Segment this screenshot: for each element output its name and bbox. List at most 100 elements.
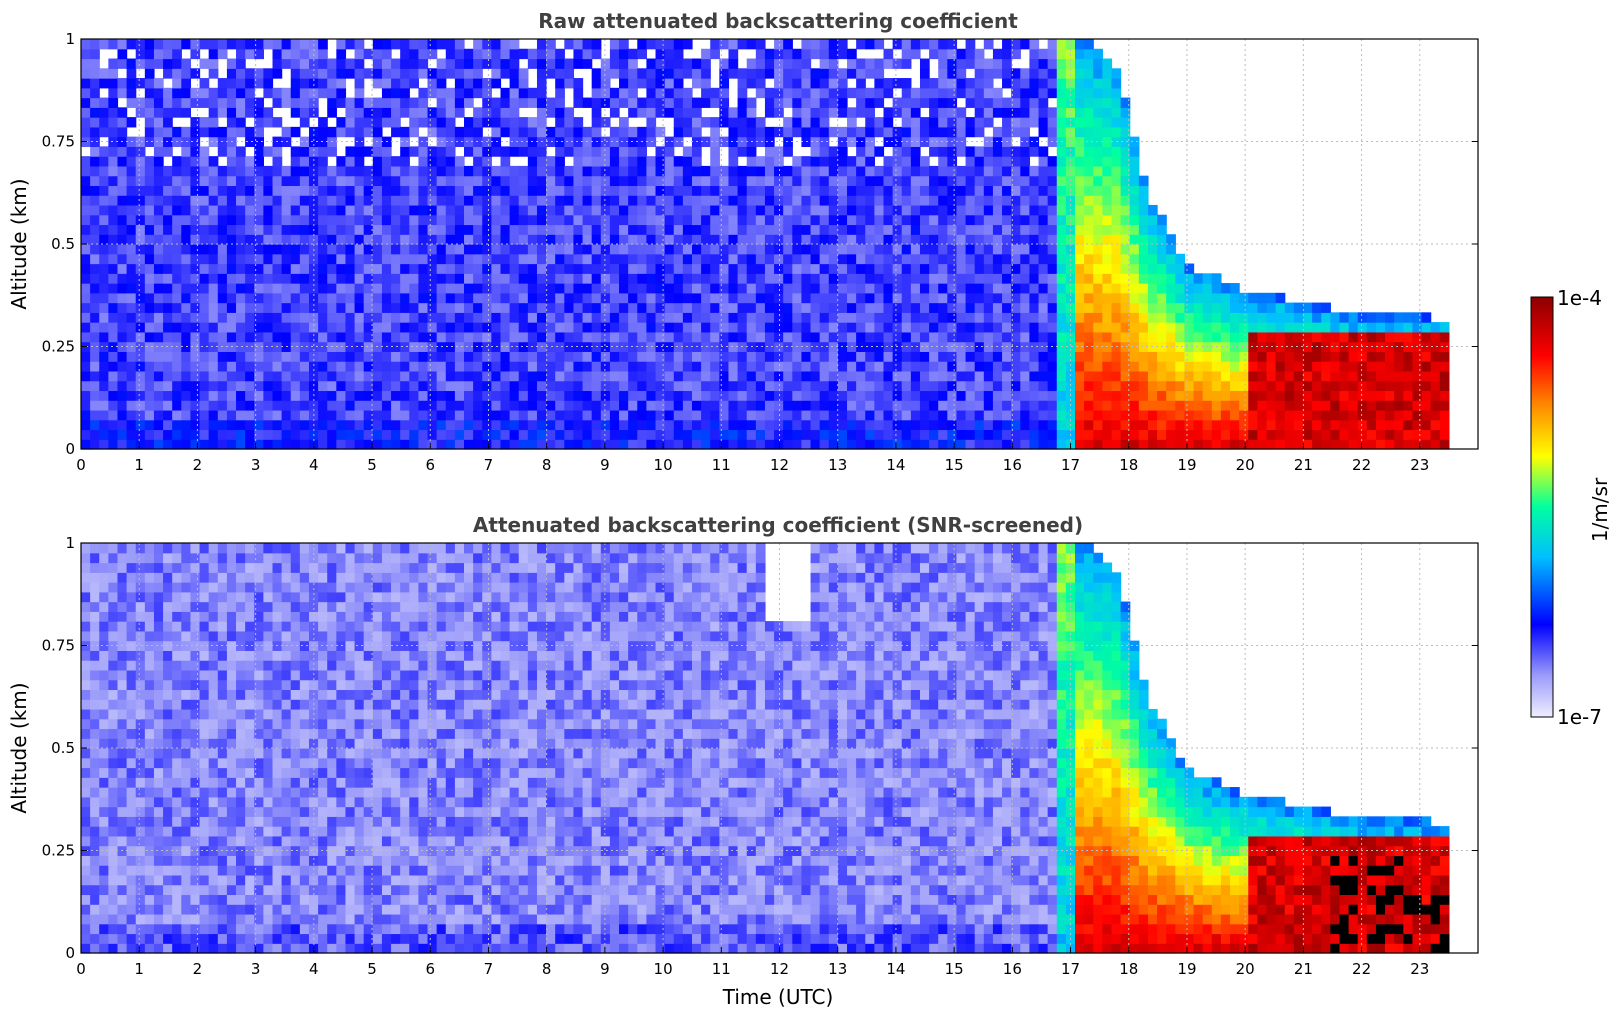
heatmap-cell [509, 185, 520, 196]
heatmap-cell [938, 58, 948, 69]
heatmap-cell [619, 136, 629, 147]
heatmap-cell [345, 341, 356, 352]
heatmap-cell [491, 224, 502, 235]
heatmap-cell [837, 331, 848, 343]
heatmap-cell [719, 214, 730, 226]
heatmap-cell [336, 322, 347, 333]
heatmap-cell [272, 244, 283, 255]
heatmap-cell [1056, 380, 1067, 392]
heatmap-cell [628, 361, 638, 372]
heatmap-cell [272, 48, 283, 60]
heatmap-cell [190, 351, 201, 362]
heatmap-cell [1047, 126, 1058, 138]
heatmap-cell [628, 195, 638, 206]
heatmap-cell [801, 380, 812, 392]
heatmap-cell [728, 185, 739, 196]
heatmap-cell [1020, 146, 1031, 157]
heatmap-cell [90, 234, 100, 245]
heatmap-cell [947, 39, 958, 50]
heatmap-cell [1002, 273, 1012, 284]
heatmap-cell [318, 283, 328, 294]
heatmap-cell [755, 370, 766, 382]
heatmap-cell [655, 126, 666, 138]
heatmap-cell [236, 312, 246, 323]
heatmap-cell [728, 214, 739, 226]
heatmap-cell [564, 263, 575, 274]
heatmap-cell [710, 370, 720, 382]
heatmap-cell [135, 224, 146, 235]
heatmap-cell [1011, 361, 1021, 372]
heatmap-cell [263, 204, 274, 216]
heatmap-cell [947, 263, 958, 274]
heatmap-cell [874, 224, 885, 235]
heatmap-cell [473, 195, 483, 206]
heatmap-cell [755, 322, 766, 333]
heatmap-cell [1056, 78, 1067, 89]
heatmap-cell [372, 390, 383, 401]
heatmap-cell [226, 429, 237, 440]
heatmap-cell [199, 380, 210, 392]
heatmap-cell [263, 380, 274, 392]
heatmap-cell [1147, 263, 1158, 274]
heatmap-cell [828, 390, 839, 401]
heatmap-cell [701, 322, 711, 333]
heatmap-cell [929, 361, 939, 372]
heatmap-cell [691, 380, 702, 392]
heatmap-cell [181, 175, 192, 187]
heatmap-cell [363, 390, 374, 401]
heatmap-cell [646, 419, 657, 431]
heatmap-cell [436, 156, 447, 167]
heatmap-cell [99, 331, 109, 343]
heatmap-cell [637, 185, 647, 196]
heatmap-cell [974, 292, 985, 304]
heatmap-cell [1002, 204, 1012, 216]
heatmap-cell [883, 48, 894, 60]
heatmap-cell [409, 370, 420, 382]
heatmap-cell [99, 439, 109, 450]
heatmap-cell [1093, 107, 1103, 118]
heatmap-cell [637, 380, 647, 392]
heatmap-cell [901, 283, 912, 294]
heatmap-cell [764, 370, 775, 382]
heatmap-cell [144, 97, 155, 108]
heatmap-cell [281, 380, 292, 392]
heatmap-cell [318, 156, 328, 167]
heatmap-cell [290, 292, 301, 304]
heatmap-cell [1330, 322, 1341, 333]
heatmap-cell [737, 302, 748, 313]
heatmap-cell [527, 185, 538, 196]
heatmap-cell [892, 39, 903, 50]
heatmap-cell [956, 419, 967, 431]
heatmap-cell [956, 273, 967, 284]
heatmap-cell [1193, 312, 1204, 323]
heatmap-cell [828, 165, 839, 177]
heatmap-cell [372, 380, 383, 392]
heatmap-cell [801, 117, 812, 128]
heatmap-cell [600, 165, 611, 177]
heatmap-cell [956, 439, 967, 450]
heatmap-cell [701, 165, 711, 177]
heatmap-cell [591, 39, 602, 50]
heatmap-cell [418, 107, 429, 118]
heatmap-cell [774, 302, 784, 313]
heatmap-cell [564, 117, 575, 128]
heatmap-cell [646, 214, 657, 226]
heatmap-cell [974, 283, 985, 294]
heatmap-cell [527, 439, 538, 450]
heatmap-cell [628, 175, 638, 187]
heatmap-cell [983, 273, 994, 284]
heatmap-cell [910, 292, 921, 304]
heatmap-cell [290, 400, 301, 411]
heatmap-cell [1029, 165, 1040, 177]
heatmap-cell [992, 370, 1003, 382]
heatmap-cell [1029, 341, 1040, 352]
heatmap-cell [673, 117, 684, 128]
heatmap-cell [837, 214, 848, 226]
heatmap-cell [427, 322, 438, 333]
heatmap-cell [956, 204, 967, 216]
heatmap-cell [354, 146, 365, 157]
heatmap-cell [710, 204, 720, 216]
heatmap-cell [847, 126, 857, 138]
heatmap-cell [90, 341, 100, 352]
heatmap-cell [1093, 283, 1103, 294]
